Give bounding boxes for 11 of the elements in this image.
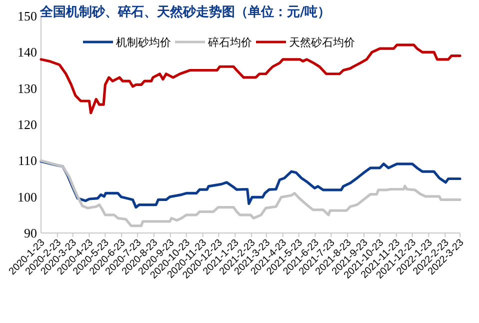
y-tick-label: 90: [24, 226, 37, 240]
y-tick-label: 100: [18, 189, 37, 204]
legend-label: 碎石均价: [207, 36, 252, 49]
y-tick-label: 140: [18, 44, 37, 60]
y-tick-label: 110: [18, 153, 37, 168]
legend-label: 天然砂石均价: [289, 36, 355, 49]
y-tick-label: 150: [18, 8, 37, 24]
chart-title: 全国机制砂、碎石、天然砂走势图（单位：元/吨）: [39, 4, 331, 20]
y-tick-label: 130: [18, 80, 37, 96]
legend-label: 机制砂均价: [116, 36, 171, 49]
y-tick-label: 120: [18, 117, 37, 132]
